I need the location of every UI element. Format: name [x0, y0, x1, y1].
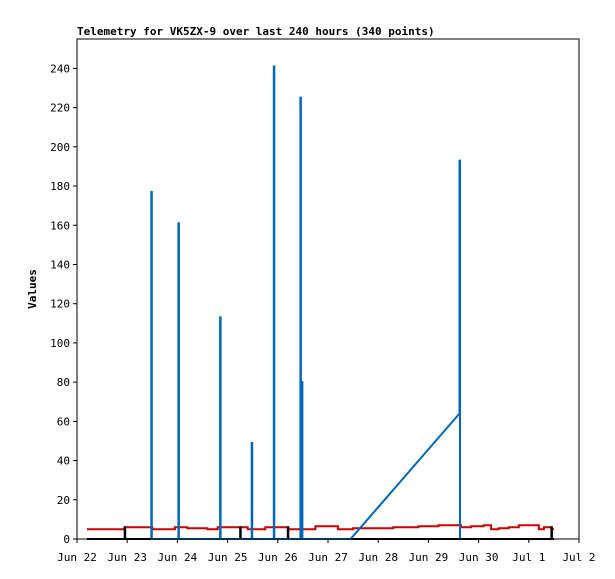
y-tick-label: 40	[57, 455, 70, 468]
y-axis-label: Values	[26, 269, 39, 309]
y-tick-label: 100	[50, 337, 70, 350]
y-tick-label: 220	[50, 102, 70, 115]
y-tick-label: 120	[50, 298, 70, 311]
axes-layer: 0 20 40 60 80 100 120 140 160 180 200 220 240 Jun 22 J…	[50, 62, 595, 564]
y-tick-label: 20	[57, 494, 70, 507]
y-tick-label: 160	[50, 219, 70, 232]
x-tick-label: Jun 30	[459, 551, 499, 564]
x-tick-label: Jun 22	[57, 551, 97, 564]
y-tick-label: 200	[50, 141, 70, 154]
x-tick-label: Jun 23	[107, 551, 147, 564]
x-tick-label: Jun 27	[308, 551, 348, 564]
y-tick-label: 60	[57, 415, 70, 428]
y-tick-label: 80	[57, 376, 70, 389]
series-line-0	[87, 524, 554, 531]
x-tick-label: Jul 1	[512, 551, 545, 564]
y-tick-label: 140	[50, 258, 70, 271]
x-tick-label: Jul 2	[562, 551, 595, 564]
y-tick-label: 0	[63, 533, 70, 546]
x-tick-label: Jun 24	[158, 551, 198, 564]
chart-title: Telemetry for VK5ZX-9 over last 240 hour…	[77, 25, 435, 38]
x-tick-label: Jun 28	[358, 551, 398, 564]
y-tick-label: 180	[50, 180, 70, 193]
plot-frame	[76, 38, 580, 540]
x-tick-label: Jun 26	[258, 551, 298, 564]
x-tick-label: Jun 25	[208, 551, 248, 564]
y-tick-label: 240	[50, 62, 70, 75]
x-tick-label: Jun 29	[409, 551, 449, 564]
